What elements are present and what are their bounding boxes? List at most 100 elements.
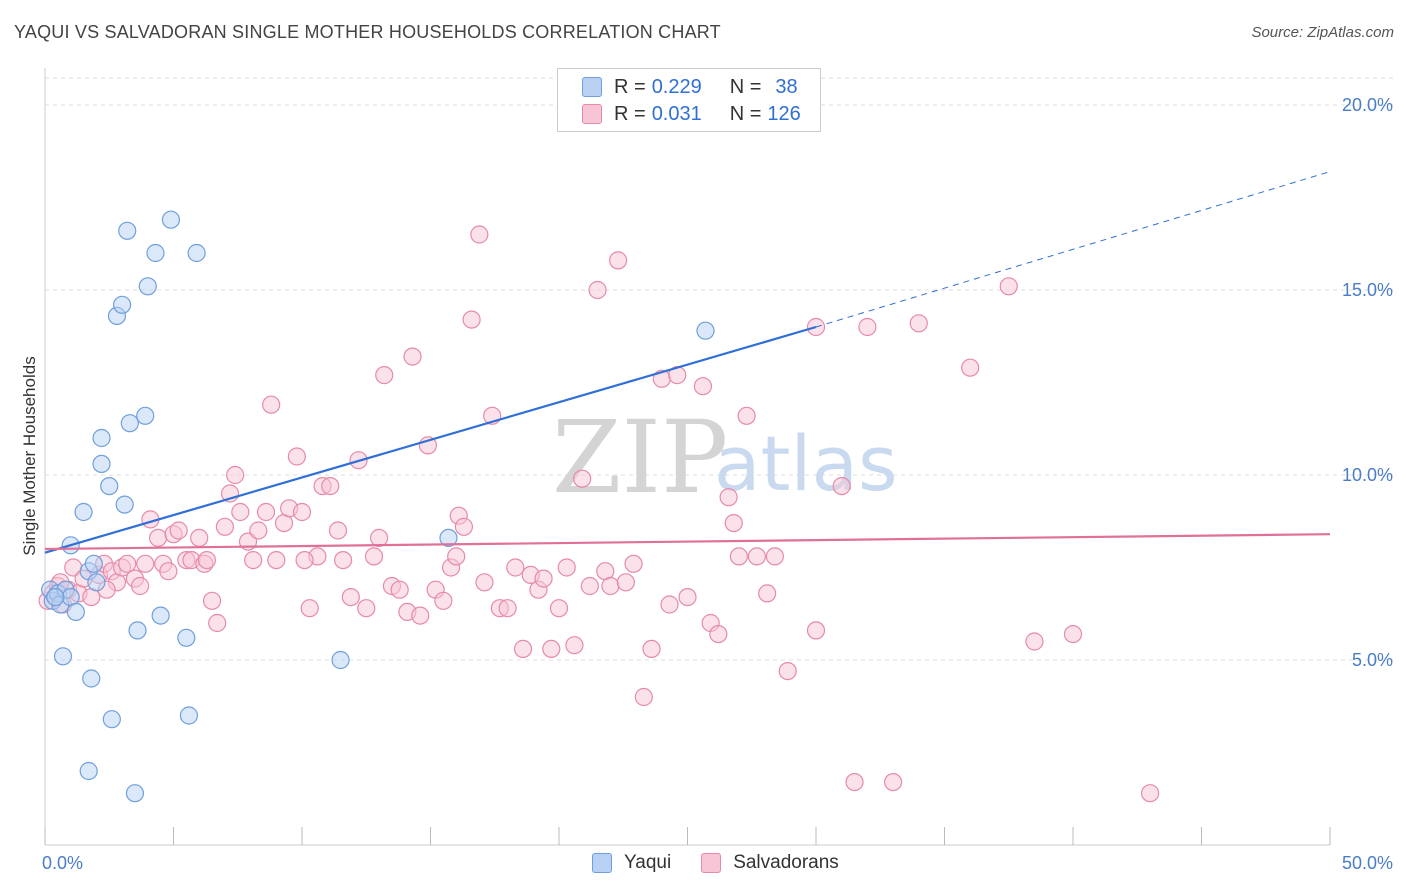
yaqui-point	[179, 706, 199, 725]
salvadoran-point	[295, 550, 314, 570]
legend-row-salvadorans: R = 0.031 N = 126	[582, 102, 801, 126]
salvadoran-point	[724, 513, 743, 533]
salvadoran-point	[148, 528, 168, 548]
axes	[44, 68, 1331, 846]
x-tick-label: 0.0%	[42, 853, 83, 873]
series-legend-yaqui: Yaqui	[592, 852, 671, 874]
yaqui-point	[146, 243, 165, 263]
salvadoran-point	[845, 772, 864, 792]
yaqui-point	[82, 669, 101, 688]
salvadoran-point	[806, 621, 826, 640]
yaqui-point	[102, 710, 121, 729]
salvadoran-point	[215, 517, 234, 536]
yaqui-point	[118, 221, 137, 240]
legend-r-value: 0.031	[651, 102, 702, 125]
salvadoran-point	[588, 280, 607, 300]
salvadoran-point	[557, 558, 576, 577]
yaqui-point	[79, 761, 98, 781]
salvadoran-point	[169, 521, 188, 540]
yaqui-point	[331, 650, 350, 670]
salvadoran-point	[159, 562, 178, 581]
salvadoran-point	[858, 317, 877, 337]
salvadoran-point	[999, 277, 1018, 296]
salvadoran-point	[226, 465, 245, 485]
yaqui-point	[161, 210, 181, 229]
salvadoran-point	[357, 599, 376, 618]
yaqui-points	[41, 210, 715, 803]
salvadoran-point	[498, 599, 517, 618]
salvadoran-point	[256, 502, 276, 522]
salvadoran-point	[462, 310, 481, 329]
series-label-yaqui: Yaqui	[624, 852, 672, 873]
salvadoran-point	[660, 595, 679, 614]
salvadoran-point	[961, 358, 980, 377]
salvadoran-point	[506, 558, 525, 577]
salvadoran-point	[719, 488, 738, 507]
yaqui-trend-extension	[815, 171, 1331, 328]
salvadoran-point	[542, 639, 561, 659]
salvadoran-point	[580, 576, 599, 596]
yaqui-point	[112, 295, 132, 314]
salvadoran-point	[909, 314, 928, 333]
legend-n-label: N =	[729, 102, 762, 125]
salvadoran-point	[609, 251, 628, 270]
salvadoran-point	[118, 554, 137, 573]
series-swatch-salvadorans	[701, 853, 722, 873]
salvadoran-point	[1063, 624, 1083, 644]
salvadoran-point	[624, 554, 643, 573]
legend-n-value: 126	[767, 102, 801, 125]
series-legend-salvadorans: Salvadorans	[701, 852, 839, 874]
yaqui-point	[92, 428, 111, 448]
salvadoran-point	[267, 550, 286, 570]
yaqui-point	[696, 321, 715, 340]
salvadoran-point	[549, 599, 569, 618]
watermark: ZIP atlas	[552, 399, 898, 516]
yaqui-point	[100, 477, 119, 496]
salvadoran-point	[470, 225, 489, 244]
trend-lines	[44, 171, 1331, 554]
salvadoran-point	[832, 477, 851, 496]
legend-r-value: 0.229	[651, 75, 702, 98]
salvadoran-point	[601, 576, 620, 596]
salvadoran-points	[38, 225, 1160, 803]
salvadoran-point	[642, 639, 661, 659]
salvadoran-point	[447, 547, 466, 566]
salvadoran-point	[328, 521, 348, 540]
yaqui-point	[84, 554, 103, 573]
salvadoran-point	[292, 502, 312, 522]
watermark-zip: ZIP	[552, 399, 728, 516]
salvadoran-point	[1140, 784, 1160, 803]
salvadoran-point	[287, 447, 306, 466]
salvadoran-point	[130, 576, 150, 596]
salvadoran-point	[765, 547, 784, 566]
series-label-salvadorans: Salvadorans	[733, 852, 839, 873]
y-tick-label: 5.0%	[1352, 650, 1393, 670]
yaqui-point	[439, 528, 458, 548]
salvadoran-point	[197, 550, 217, 570]
salvadoran-point	[883, 772, 903, 792]
yaqui-point	[125, 784, 145, 803]
salvadoran-point	[616, 573, 635, 592]
salvadoran-point	[231, 502, 250, 522]
y-tick-label: 20.0%	[1342, 95, 1393, 115]
salvadoran-point	[475, 573, 494, 592]
salvadoran-point	[244, 550, 263, 570]
chart-title: YAQUI VS SALVADORAN SINGLE MOTHER HOUSEH…	[14, 22, 721, 42]
stats-legend: R = 0.229 N = 38 R = 0.031 N = 126	[557, 68, 821, 132]
salvadoran-point	[534, 569, 553, 588]
yaqui-point	[53, 647, 73, 666]
yaqui-point	[128, 621, 147, 640]
salvadoran-point	[190, 528, 209, 548]
salvadoran-point	[364, 547, 384, 566]
watermark-atlas: atlas	[714, 419, 898, 508]
salvadoran-point	[411, 606, 430, 625]
legend-r-label: R =	[614, 102, 646, 125]
salvadoran-point	[300, 599, 319, 618]
salvadoran-point	[202, 591, 222, 610]
yaqui-point	[187, 243, 206, 263]
salvadoran-point	[565, 636, 584, 655]
salvadoran-point	[136, 554, 155, 573]
salvadoran-point	[758, 584, 777, 603]
salvadoran-point	[403, 347, 422, 366]
